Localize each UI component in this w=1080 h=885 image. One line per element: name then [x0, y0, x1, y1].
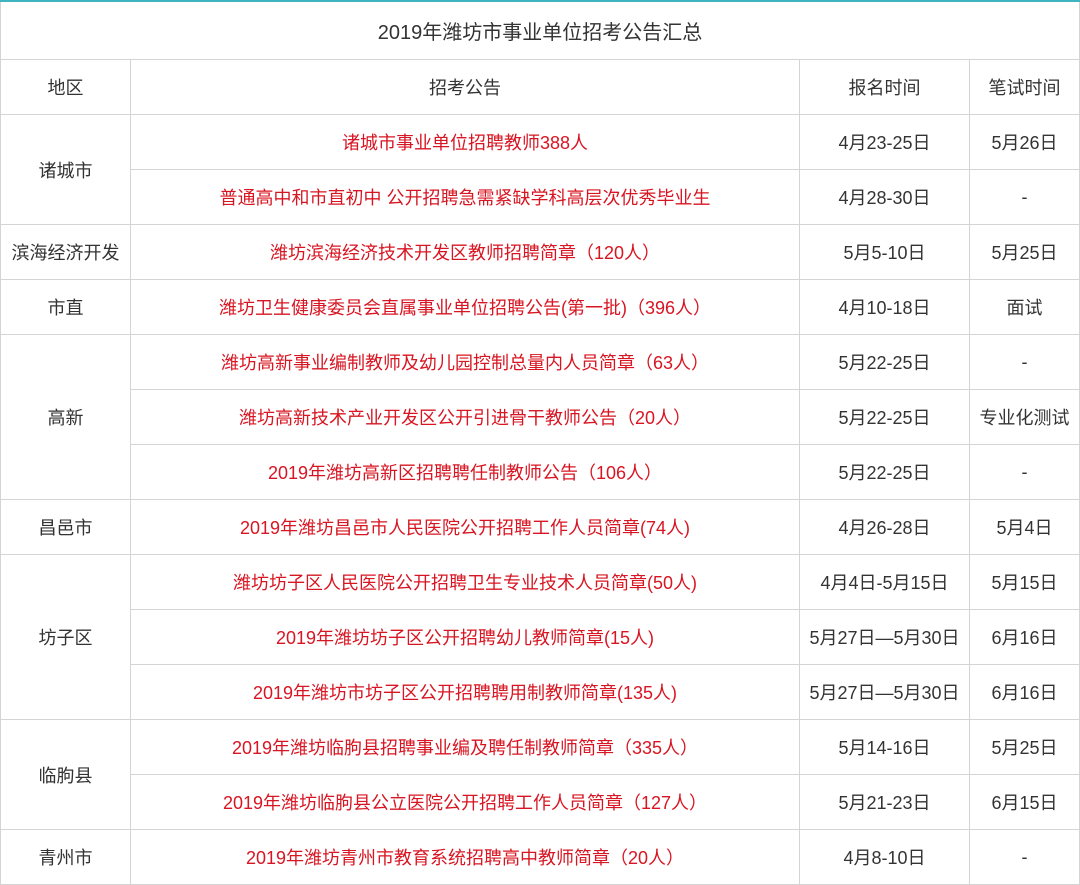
table-row: 普通高中和市直初中 公开招聘急需紧缺学科高层次优秀毕业生4月28-30日- — [1, 170, 1080, 225]
table-row: 青州市2019年潍坊青州市教育系统招聘高中教师简章（20人）4月8-10日- — [1, 830, 1080, 885]
signup-cell: 5月14-16日 — [800, 720, 970, 775]
table-row: 坊子区潍坊坊子区人民医院公开招聘卫生专业技术人员简章(50人)4月4日-5月15… — [1, 555, 1080, 610]
table-row: 诸城市诸城市事业单位招聘教师388人4月23-25日5月26日 — [1, 115, 1080, 170]
table-row: 2019年潍坊临朐县公立医院公开招聘工作人员简章（127人）5月21-23日6月… — [1, 775, 1080, 830]
signup-cell: 5月21-23日 — [800, 775, 970, 830]
signup-cell: 5月22-25日 — [800, 445, 970, 500]
notice-link[interactable]: 2019年潍坊临朐县公立医院公开招聘工作人员简章（127人） — [131, 775, 800, 830]
exam-cell: 5月15日 — [970, 555, 1080, 610]
notice-link[interactable]: 潍坊坊子区人民医院公开招聘卫生专业技术人员简章(50人) — [131, 555, 800, 610]
signup-cell: 5月27日—5月30日 — [800, 665, 970, 720]
notice-link[interactable]: 2019年潍坊高新区招聘聘任制教师公告（106人） — [131, 445, 800, 500]
recruitment-table: 2019年潍坊市事业单位招考公告汇总 地区 招考公告 报名时间 笔试时间 诸城市… — [0, 0, 1080, 885]
region-cell: 高新 — [1, 335, 131, 500]
notice-link[interactable]: 诸城市事业单位招聘教师388人 — [131, 115, 800, 170]
exam-cell: 5月26日 — [970, 115, 1080, 170]
signup-cell: 5月5-10日 — [800, 225, 970, 280]
table-row: 2019年潍坊高新区招聘聘任制教师公告（106人）5月22-25日- — [1, 445, 1080, 500]
exam-cell: - — [970, 170, 1080, 225]
table-row: 市直潍坊卫生健康委员会直属事业单位招聘公告(第一批)（396人）4月10-18日… — [1, 280, 1080, 335]
region-cell: 昌邑市 — [1, 500, 131, 555]
table-title-row: 2019年潍坊市事业单位招考公告汇总 — [1, 1, 1080, 60]
notice-link[interactable]: 2019年潍坊坊子区公开招聘幼儿教师简章(15人) — [131, 610, 800, 665]
signup-cell: 4月26-28日 — [800, 500, 970, 555]
signup-cell: 4月8-10日 — [800, 830, 970, 885]
notice-link[interactable]: 潍坊卫生健康委员会直属事业单位招聘公告(第一批)（396人） — [131, 280, 800, 335]
table-container: 2019年潍坊市事业单位招考公告汇总 地区 招考公告 报名时间 笔试时间 诸城市… — [0, 0, 1080, 885]
notice-link[interactable]: 普通高中和市直初中 公开招聘急需紧缺学科高层次优秀毕业生 — [131, 170, 800, 225]
exam-cell: 专业化测试 — [970, 390, 1080, 445]
notice-link[interactable]: 2019年潍坊市坊子区公开招聘聘用制教师简章(135人) — [131, 665, 800, 720]
region-cell: 市直 — [1, 280, 131, 335]
exam-cell: 5月25日 — [970, 720, 1080, 775]
signup-cell: 5月27日—5月30日 — [800, 610, 970, 665]
table-row: 2019年潍坊坊子区公开招聘幼儿教师简章(15人)5月27日—5月30日6月16… — [1, 610, 1080, 665]
table-row: 2019年潍坊市坊子区公开招聘聘用制教师简章(135人)5月27日—5月30日6… — [1, 665, 1080, 720]
exam-cell: 面试 — [970, 280, 1080, 335]
notice-link[interactable]: 潍坊滨海经济技术开发区教师招聘简章（120人） — [131, 225, 800, 280]
notice-link[interactable]: 2019年潍坊昌邑市人民医院公开招聘工作人员简章(74人) — [131, 500, 800, 555]
col-header-signup: 报名时间 — [800, 60, 970, 115]
col-header-notice: 招考公告 — [131, 60, 800, 115]
signup-cell: 5月22-25日 — [800, 335, 970, 390]
col-header-exam: 笔试时间 — [970, 60, 1080, 115]
table-row: 高新潍坊高新事业编制教师及幼儿园控制总量内人员简章（63人）5月22-25日- — [1, 335, 1080, 390]
notice-link[interactable]: 潍坊高新事业编制教师及幼儿园控制总量内人员简章（63人） — [131, 335, 800, 390]
notice-link[interactable]: 潍坊高新技术产业开发区公开引进骨干教师公告（20人） — [131, 390, 800, 445]
exam-cell: - — [970, 830, 1080, 885]
signup-cell: 4月28-30日 — [800, 170, 970, 225]
table-row: 昌邑市2019年潍坊昌邑市人民医院公开招聘工作人员简章(74人)4月26-28日… — [1, 500, 1080, 555]
table-row: 滨海经济开发潍坊滨海经济技术开发区教师招聘简章（120人）5月5-10日5月25… — [1, 225, 1080, 280]
exam-cell: 6月16日 — [970, 665, 1080, 720]
exam-cell: 5月4日 — [970, 500, 1080, 555]
table-title: 2019年潍坊市事业单位招考公告汇总 — [1, 1, 1080, 60]
region-cell: 坊子区 — [1, 555, 131, 720]
notice-link[interactable]: 2019年潍坊青州市教育系统招聘高中教师简章（20人） — [131, 830, 800, 885]
region-cell: 临朐县 — [1, 720, 131, 830]
exam-cell: 6月16日 — [970, 610, 1080, 665]
exam-cell: 6月15日 — [970, 775, 1080, 830]
region-cell: 诸城市 — [1, 115, 131, 225]
signup-cell: 4月23-25日 — [800, 115, 970, 170]
table-row: 临朐县2019年潍坊临朐县招聘事业编及聘任制教师简章（335人）5月14-16日… — [1, 720, 1080, 775]
col-header-region: 地区 — [1, 60, 131, 115]
exam-cell: - — [970, 335, 1080, 390]
exam-cell: 5月25日 — [970, 225, 1080, 280]
exam-cell: - — [970, 445, 1080, 500]
table-row: 潍坊高新技术产业开发区公开引进骨干教师公告（20人）5月22-25日专业化测试 — [1, 390, 1080, 445]
signup-cell: 4月4日-5月15日 — [800, 555, 970, 610]
signup-cell: 4月10-18日 — [800, 280, 970, 335]
signup-cell: 5月22-25日 — [800, 390, 970, 445]
table-header-row: 地区 招考公告 报名时间 笔试时间 — [1, 60, 1080, 115]
notice-link[interactable]: 2019年潍坊临朐县招聘事业编及聘任制教师简章（335人） — [131, 720, 800, 775]
region-cell: 青州市 — [1, 830, 131, 885]
region-cell: 滨海经济开发 — [1, 225, 131, 280]
